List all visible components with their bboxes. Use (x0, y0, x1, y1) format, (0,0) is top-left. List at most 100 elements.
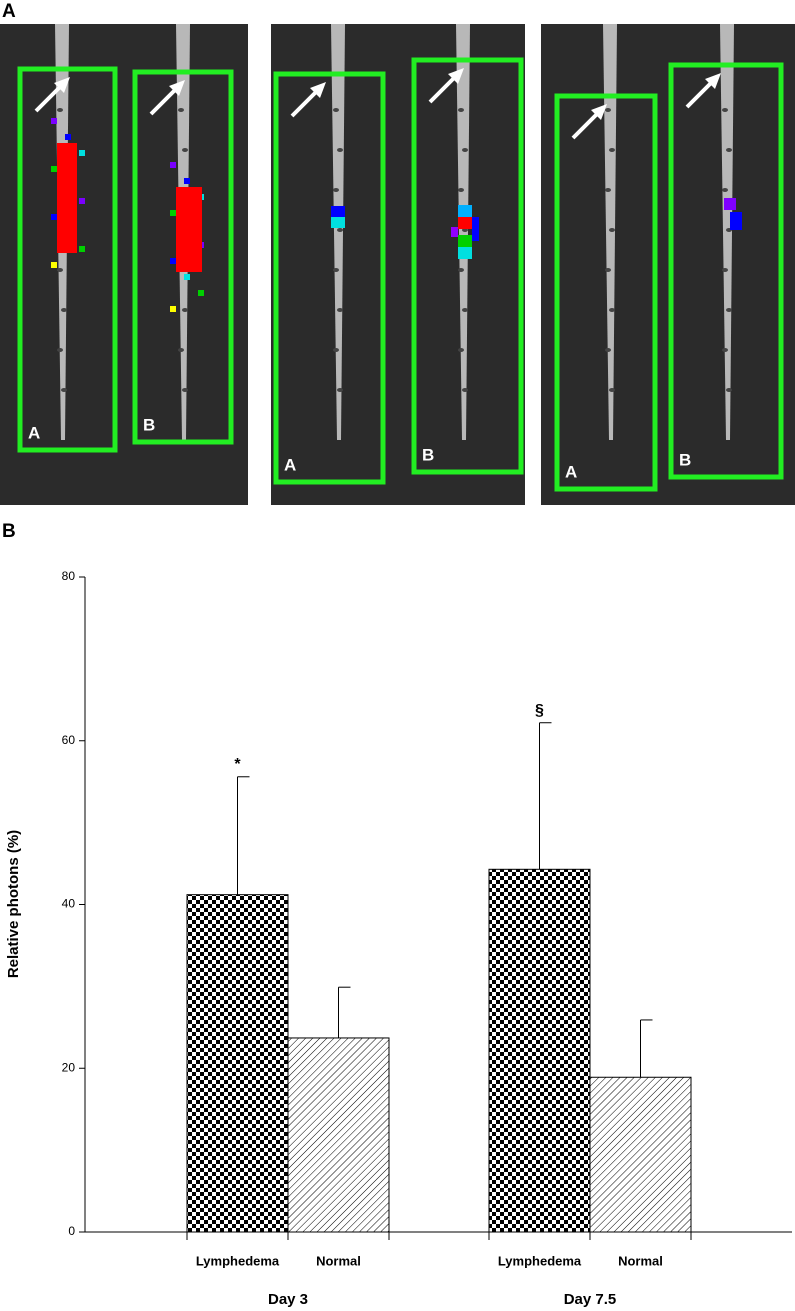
tail-mark (182, 388, 188, 392)
roi-box (554, 93, 658, 492)
tail-mark (609, 388, 615, 392)
heat-cell (198, 290, 204, 296)
tail (720, 24, 734, 440)
heat-cell (79, 198, 85, 204)
panel-label: B (2, 521, 16, 542)
arrow (571, 110, 601, 140)
tail-mark (458, 108, 464, 112)
heat-cell (51, 118, 57, 124)
tail-mark (462, 308, 468, 312)
roi-box (668, 62, 784, 480)
heat-cell (451, 227, 458, 237)
heat-cell (170, 306, 176, 312)
y-tick-label: 0 (68, 1224, 75, 1238)
bar (186, 894, 289, 1233)
tail-mark (722, 348, 728, 352)
heat-core (57, 143, 77, 253)
y-tick-label: 20 (62, 1060, 76, 1074)
arrow-head (54, 77, 70, 93)
panel-label: A (2, 1, 16, 22)
tail-mark (333, 348, 339, 352)
arrow (34, 83, 64, 113)
tail-mark (178, 348, 184, 352)
arrow-head (448, 68, 464, 84)
image-label: B (422, 445, 434, 464)
heat-cell (458, 235, 472, 247)
arrow (149, 86, 179, 116)
series-label: Normal (618, 1253, 663, 1268)
tail-mark (178, 108, 184, 112)
image-label: A (284, 455, 296, 474)
y-tick-label: 60 (62, 733, 76, 747)
image-background (541, 24, 795, 505)
y-tick-label: 80 (62, 569, 76, 583)
arrow (428, 74, 458, 104)
tail-mark (61, 308, 67, 312)
heat-cell (184, 178, 190, 184)
tail (331, 24, 345, 440)
tail-mark (333, 268, 339, 272)
heat-cell (331, 217, 345, 228)
tail-mark (337, 308, 343, 312)
heat-cell (51, 166, 57, 172)
tail-mark (333, 108, 339, 112)
image-label: A (28, 423, 40, 442)
tail-mark (726, 308, 732, 312)
heat-cell (65, 134, 71, 140)
image-label: B (679, 450, 691, 469)
heat-cell (51, 214, 57, 220)
image-background (271, 24, 525, 505)
heat-cell (730, 212, 742, 230)
tail-mark (609, 228, 615, 232)
tail-mark (337, 228, 343, 232)
tail-mark (609, 148, 615, 152)
heat-cell (458, 247, 472, 259)
arrow-head (591, 104, 607, 120)
tail-mark (337, 388, 343, 392)
y-axis-label: Relative photons (%) (5, 830, 22, 978)
tail (603, 24, 617, 440)
heat-cell (170, 162, 176, 168)
tail-mark (458, 268, 464, 272)
tail (456, 24, 470, 440)
heat-cell (472, 217, 479, 241)
roi-box (411, 57, 524, 475)
tail-mark (605, 268, 611, 272)
tail-mark (182, 148, 188, 152)
arrow (290, 88, 320, 118)
x-tick-label: Day 3 (268, 1291, 308, 1308)
bar (589, 1076, 692, 1233)
tail-mark (462, 148, 468, 152)
tail-mark (462, 388, 468, 392)
tail-mark (605, 108, 611, 112)
series-label: Lymphedema (196, 1253, 280, 1268)
heat-cell (184, 274, 190, 280)
tail-mark (458, 188, 464, 192)
arrow-head (705, 73, 721, 89)
bar (488, 868, 591, 1233)
arrow (685, 79, 715, 109)
tail-mark (333, 188, 339, 192)
heat-cell (170, 258, 176, 264)
arrow-head (310, 82, 326, 98)
image-label: B (143, 415, 155, 434)
heat-cell (458, 205, 472, 217)
series-label: Normal (316, 1253, 361, 1268)
tail-mark (57, 108, 63, 112)
y-tick-label: 40 (62, 897, 76, 911)
tail-mark (726, 148, 732, 152)
roi-box (17, 66, 118, 453)
tail-mark (57, 268, 63, 272)
heat-cell (331, 206, 345, 217)
arrow-head (169, 80, 185, 96)
image-label: A (565, 462, 577, 481)
heat-cell (79, 150, 85, 156)
tail-mark (726, 388, 732, 392)
tail-mark (609, 308, 615, 312)
heat-cell (170, 210, 176, 216)
tail-mark (458, 348, 464, 352)
tail-mark (722, 108, 728, 112)
image-panels: A B A B A B (0, 24, 795, 505)
tail-mark (605, 348, 611, 352)
